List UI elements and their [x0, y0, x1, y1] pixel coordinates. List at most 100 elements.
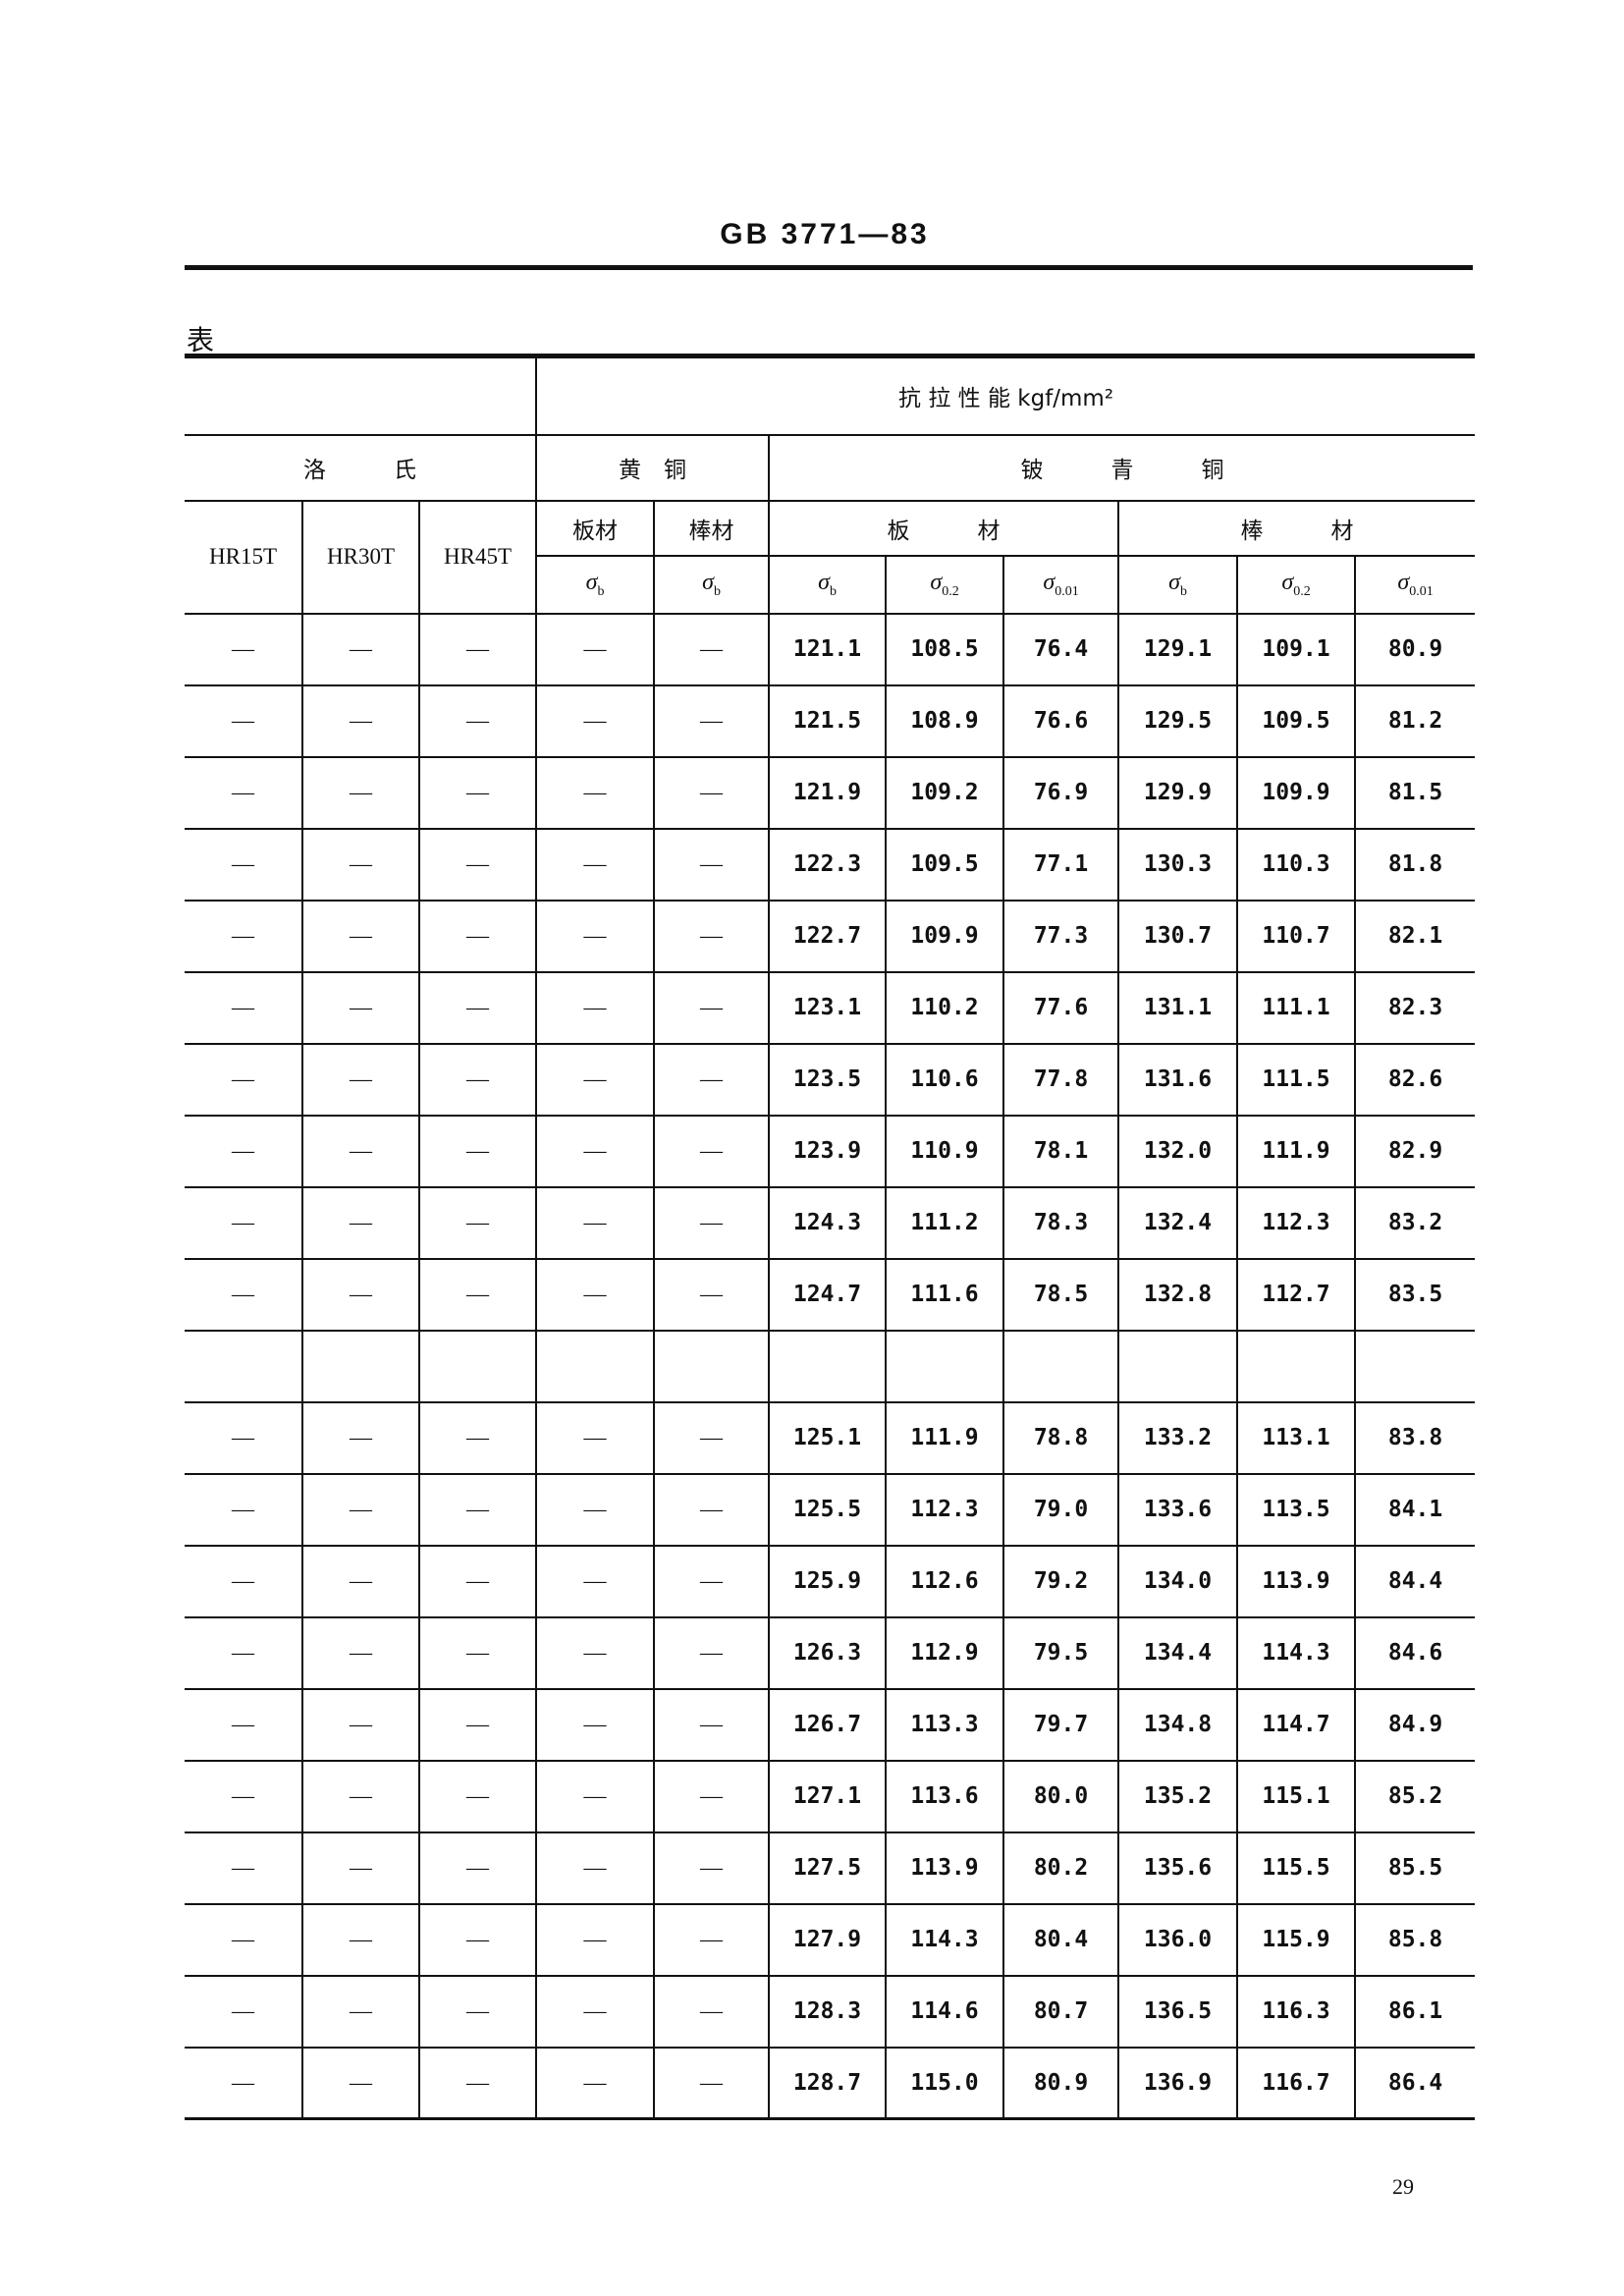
table-cell: —: [419, 1402, 536, 1474]
sigma-symbol: σ: [930, 570, 942, 595]
table-cell: 124.7: [769, 1259, 886, 1331]
brass-bar-header: 棒材: [654, 501, 769, 556]
table-row: —————125.5112.379.0133.6113.584.1: [185, 1474, 1475, 1546]
sigma-subscript: b: [1180, 583, 1187, 598]
table-cell: —: [536, 972, 654, 1044]
table-cell: —: [536, 1259, 654, 1331]
table-cell: —: [302, 901, 419, 972]
table-cell: —: [654, 614, 769, 685]
sigma-subscript: 0.01: [1409, 583, 1434, 598]
table-cell: 86.1: [1355, 1976, 1475, 2048]
table-cell: 113.1: [1237, 1402, 1355, 1474]
table-cell: —: [302, 1116, 419, 1187]
table-cell: 80.9: [1355, 614, 1475, 685]
table-cell: 79.5: [1003, 1617, 1118, 1689]
table-cell: —: [185, 901, 302, 972]
table-cell: 134.4: [1118, 1617, 1237, 1689]
table-cell: —: [654, 1689, 769, 1761]
table-cell: —: [536, 685, 654, 757]
hr30t-header: HR30T: [302, 501, 419, 614]
table-cell: —: [419, 1116, 536, 1187]
table-cell: 124.3: [769, 1187, 886, 1259]
sigma-header-cell: σb: [536, 556, 654, 614]
table-cell: —: [419, 1976, 536, 2048]
sigma-header-cell: σ0.01: [1003, 556, 1118, 614]
table-cell: 112.3: [886, 1474, 1003, 1546]
table-cell: —: [654, 901, 769, 972]
table-cell: 80.9: [1003, 2048, 1118, 2119]
table-cell: 79.2: [1003, 1546, 1118, 1617]
table-cell: 115.9: [1237, 1904, 1355, 1976]
table-cell: 83.8: [1355, 1402, 1475, 1474]
table-cell: —: [536, 1402, 654, 1474]
table-cell: 136.9: [1118, 2048, 1237, 2119]
table-cell: 84.4: [1355, 1546, 1475, 1617]
table-cell: 76.4: [1003, 614, 1118, 685]
table-cell: 121.5: [769, 685, 886, 757]
table-cell: 79.7: [1003, 1689, 1118, 1761]
table-cell: [1355, 1331, 1475, 1402]
table-cell: 113.9: [1237, 1546, 1355, 1617]
table-cell: 76.6: [1003, 685, 1118, 757]
table-cell: 134.0: [1118, 1546, 1237, 1617]
table-cell: 82.6: [1355, 1044, 1475, 1116]
table-cell: 127.5: [769, 1832, 886, 1904]
table-cell: —: [185, 757, 302, 829]
table-cell: —: [302, 1904, 419, 1976]
table-cell: —: [419, 1617, 536, 1689]
table-row: —————124.7111.678.5132.8112.783.5: [185, 1259, 1475, 1331]
table-row: —————123.1110.277.6131.1111.182.3: [185, 972, 1475, 1044]
table-cell: —: [419, 972, 536, 1044]
table-cell: —: [302, 1976, 419, 2048]
table-cell: 136.5: [1118, 1976, 1237, 2048]
table-cell: 130.7: [1118, 901, 1237, 972]
table-cell: —: [419, 685, 536, 757]
table-cell: —: [302, 1402, 419, 1474]
table-cell: —: [302, 1044, 419, 1116]
table-cell: [302, 1331, 419, 1402]
table-cell: —: [654, 1546, 769, 1617]
table-cell: 85.2: [1355, 1761, 1475, 1832]
table-cell: 112.9: [886, 1617, 1003, 1689]
table-cell: —: [185, 1689, 302, 1761]
table-cell: —: [185, 1259, 302, 1331]
table-cell: 131.6: [1118, 1044, 1237, 1116]
table-cell: —: [536, 1044, 654, 1116]
table-cell: 114.6: [886, 1976, 1003, 2048]
table-cell: 121.1: [769, 614, 886, 685]
table-cell: —: [654, 829, 769, 901]
table-cell: —: [419, 901, 536, 972]
table-cell: 85.8: [1355, 1904, 1475, 1976]
page-number: 29: [1392, 2174, 1414, 2200]
table-cell: —: [302, 1546, 419, 1617]
table-cell: 85.5: [1355, 1832, 1475, 1904]
table-cell: [886, 1331, 1003, 1402]
table-cell: —: [419, 1832, 536, 1904]
table-cell: [536, 1331, 654, 1402]
hr45t-header: HR45T: [419, 501, 536, 614]
beryllium-bronze-header: 铍 青 铜: [769, 435, 1475, 501]
table-cell: —: [185, 1044, 302, 1116]
table-cell: —: [536, 1689, 654, 1761]
table-cell: 83.2: [1355, 1187, 1475, 1259]
table-cell: 114.3: [1237, 1617, 1355, 1689]
table-cell: 80.0: [1003, 1761, 1118, 1832]
rockwell-header: 洛 氏: [185, 435, 536, 501]
table-cell: —: [536, 829, 654, 901]
table-cell: —: [654, 1904, 769, 1976]
table-cell: 113.5: [1237, 1474, 1355, 1546]
table-cell: 84.1: [1355, 1474, 1475, 1546]
table-cell: 123.9: [769, 1116, 886, 1187]
table-cell: 80.4: [1003, 1904, 1118, 1976]
table-cell: 111.2: [886, 1187, 1003, 1259]
table-cell: —: [654, 1761, 769, 1832]
table-cell: —: [302, 2048, 419, 2119]
table-cell: 110.3: [1237, 829, 1355, 901]
table-cell: —: [419, 1187, 536, 1259]
table-cell: —: [536, 1976, 654, 2048]
table-cell: 77.1: [1003, 829, 1118, 901]
table-row: —————121.5108.976.6129.5109.581.2: [185, 685, 1475, 757]
table-cell: 112.3: [1237, 1187, 1355, 1259]
table-cell: 123.1: [769, 972, 886, 1044]
tensile-properties-header: 抗 拉 性 能 kgf/mm²: [536, 356, 1475, 435]
